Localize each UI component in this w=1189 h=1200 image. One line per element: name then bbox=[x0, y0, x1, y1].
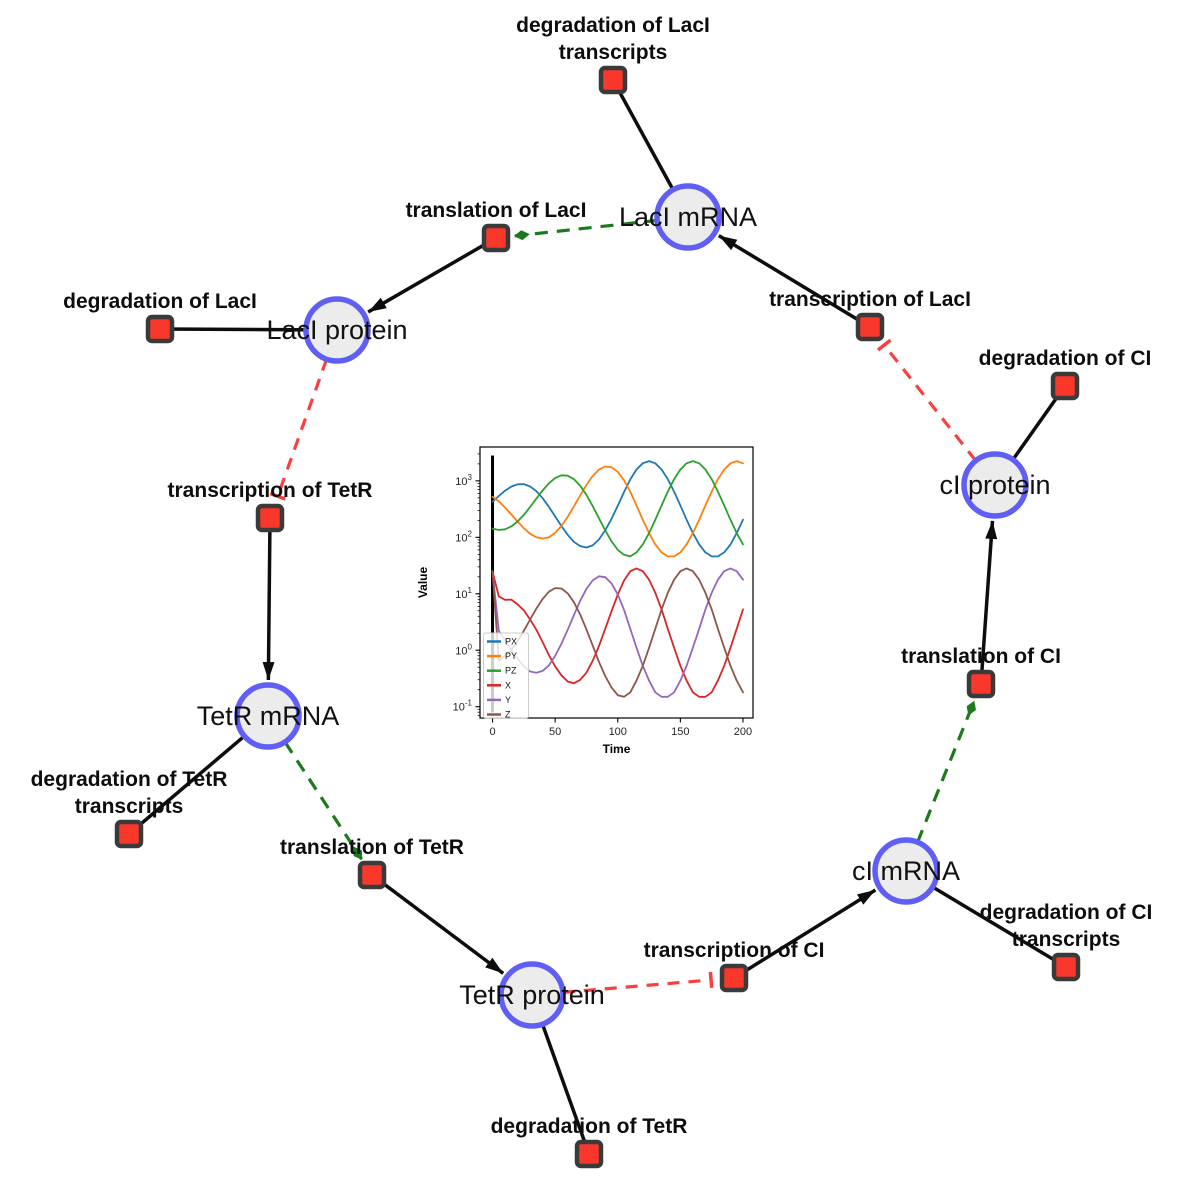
legend-label-Y: Y bbox=[505, 695, 511, 705]
y-tick-label: 10-1 bbox=[453, 699, 473, 714]
x-tick-label: 150 bbox=[671, 726, 689, 738]
species-node-ci-protein bbox=[961, 451, 1029, 519]
edge-product-transcription-laci-to-laci-mrna bbox=[717, 234, 871, 329]
reaction-node-transcription-tetr bbox=[255, 503, 285, 533]
reaction-label-deg-laci-transcripts-line1: transcripts bbox=[559, 41, 668, 64]
reaction-label-transcription-laci-line0: transcription of LacI bbox=[769, 288, 971, 311]
species-label-ci-mrna: cI mRNA bbox=[852, 856, 960, 886]
reaction-node-deg-ci bbox=[1050, 371, 1080, 401]
species-label-laci-mrna: LacI mRNA bbox=[619, 202, 757, 232]
y-tick-label: 100 bbox=[455, 642, 472, 657]
edge-inhibition-laci-protein-to-transcription-tetr bbox=[269, 358, 329, 501]
edge-modifier-ci-mrna-to-translation-ci bbox=[916, 700, 976, 843]
x-tick-label: 100 bbox=[609, 726, 627, 738]
legend-label-Z: Z bbox=[505, 710, 511, 720]
nodes-layer bbox=[114, 65, 1081, 1169]
edge-product-transcription-tetr-to-tetr-mrna bbox=[262, 517, 275, 681]
reaction-node-translation-ci bbox=[966, 669, 996, 699]
series-line-PY bbox=[491, 460, 744, 558]
reaction-label-deg-tetr-transcripts-line0: degradation of TetR bbox=[31, 768, 228, 791]
reaction-label-transcription-ci-line0: transcription of CI bbox=[644, 939, 825, 962]
reaction-label-deg-laci-line0: degradation of LacI bbox=[63, 290, 257, 313]
chart-axes-frame bbox=[479, 446, 754, 719]
reaction-node-transcription-laci bbox=[855, 312, 885, 342]
reaction-label-deg-ci-transcripts-line0: degradation of CI bbox=[980, 901, 1153, 924]
y-tick-label: 101 bbox=[455, 586, 472, 601]
edge-inhibition-ci-protein-to-transcription-laci bbox=[876, 338, 978, 462]
edge-inhibition-tetr-protein-to-transcription-ci bbox=[562, 971, 714, 994]
reaction-node-translation-tetr bbox=[357, 860, 387, 890]
species-label-laci-protein: LacI protein bbox=[266, 315, 407, 345]
edge-product-translation-tetr-to-tetr-protein bbox=[370, 873, 505, 975]
species-label-tetr-mrna: TetR mRNA bbox=[197, 701, 340, 731]
edge-product-translation-laci-to-laci-protein bbox=[367, 236, 497, 314]
reaction-node-deg-tetr bbox=[574, 1139, 604, 1169]
reaction-node-transcription-ci bbox=[719, 963, 749, 993]
y-tick-label: 103 bbox=[455, 473, 472, 488]
legend-label-PX: PX bbox=[505, 637, 517, 647]
legend-box bbox=[483, 632, 529, 719]
species-node-laci-mrna bbox=[654, 183, 722, 251]
edge-modifier-laci-mrna-to-translation-laci bbox=[513, 218, 658, 241]
series-line-Y bbox=[491, 567, 744, 698]
timeseries-inset-chart: 0 50 100 150 20010-1100101102103TimeValuePXP… bbox=[416, 446, 754, 756]
species-node-laci-protein bbox=[303, 296, 371, 364]
x-tick-label: 200 bbox=[734, 726, 752, 738]
reaction-node-translation-laci bbox=[481, 223, 511, 253]
edge-modifier-tetr-mrna-to-translation-tetr bbox=[283, 741, 363, 860]
x-tick-label: 0 bbox=[489, 726, 495, 738]
reaction-label-deg-ci-line0: degradation of CI bbox=[979, 347, 1152, 370]
edge-product-transcription-ci-to-ci-mrna bbox=[733, 888, 877, 980]
reaction-label-translation-tetr-line0: translation of TetR bbox=[280, 836, 464, 859]
y-axis-title: Value bbox=[416, 567, 430, 599]
x-axis-title: Time bbox=[603, 742, 631, 756]
reaction-node-deg-laci-transcripts bbox=[598, 65, 628, 95]
x-tick-label: 50 bbox=[549, 726, 561, 738]
labels-layer: LacI mRNA LacI protein cI protein TetR mRNA… bbox=[31, 14, 1153, 1138]
species-label-tetr-protein: TetR protein bbox=[459, 980, 605, 1010]
edge-product-translation-ci-to-ci-protein bbox=[979, 520, 998, 685]
species-node-tetr-mrna bbox=[234, 682, 302, 750]
legend-label-PY: PY bbox=[505, 651, 517, 661]
species-node-tetr-protein bbox=[498, 961, 566, 1029]
reaction-node-deg-laci bbox=[145, 314, 175, 344]
series-line-PZ bbox=[491, 460, 744, 558]
reaction-label-deg-tetr-line0: degradation of TetR bbox=[491, 1115, 688, 1138]
y-tick-label: 102 bbox=[455, 529, 472, 544]
reaction-label-translation-ci-line0: translation of CI bbox=[901, 645, 1061, 668]
reaction-label-deg-tetr-transcripts-line1: transcripts bbox=[75, 795, 184, 818]
series-line-PX bbox=[491, 460, 744, 558]
reaction-label-transcription-tetr-line0: transcription of TetR bbox=[168, 479, 373, 502]
reaction-label-translation-laci-line0: translation of LacI bbox=[406, 199, 587, 222]
species-node-ci-mrna bbox=[872, 837, 940, 905]
reaction-node-deg-ci-transcripts bbox=[1051, 952, 1081, 982]
chart-legend: PX PY PZ XYZ bbox=[483, 632, 529, 720]
legend-label-PZ: PZ bbox=[505, 666, 517, 676]
legend-label-X: X bbox=[505, 680, 511, 690]
series-line-Z bbox=[491, 567, 744, 698]
reaction-label-deg-laci-transcripts-line0: degradation of LacI bbox=[516, 14, 710, 37]
reaction-label-deg-ci-transcripts-line1: transcripts bbox=[1012, 928, 1121, 951]
reaction-node-deg-tetr-transcripts bbox=[114, 819, 144, 849]
species-label-ci-protein: cI protein bbox=[939, 470, 1050, 500]
